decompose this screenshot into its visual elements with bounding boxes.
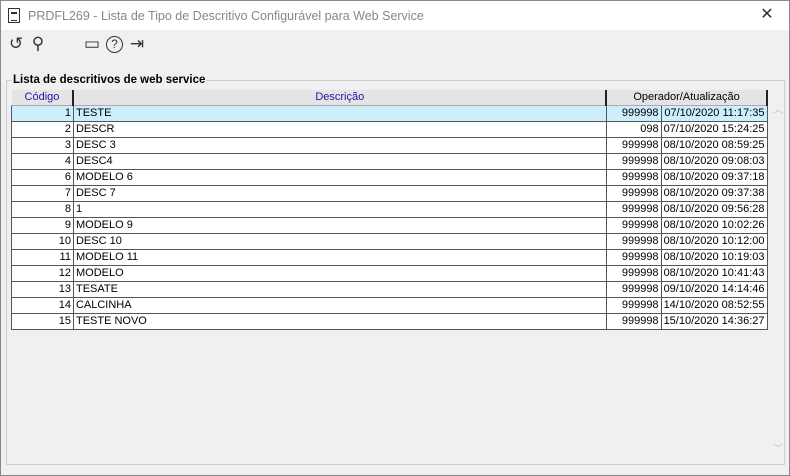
cell-operador: 999998 <box>605 200 662 218</box>
cell-descricao: MODELO 11 <box>72 248 607 266</box>
cell-codigo: 7 <box>11 184 74 202</box>
cell-atualizacao: 08/10/2020 09:37:38 <box>660 184 768 202</box>
cell-atualizacao: 08/10/2020 10:12:00 <box>660 232 768 250</box>
cell-codigo: 1 <box>11 104 74 122</box>
cell-codigo: 14 <box>11 296 74 314</box>
table-row[interactable]: 1 TESTE 999998 07/10/2020 11:17:35 <box>11 104 768 122</box>
table-row[interactable]: 14 CALCINHA 999998 14/10/2020 08:52:55 <box>11 296 768 314</box>
table-row[interactable]: 13 TESATE 999998 09/10/2020 14:14:46 <box>11 280 768 298</box>
header-descricao[interactable]: Descrição <box>73 90 608 106</box>
cell-descricao: MODELO 9 <box>72 216 607 234</box>
table-row[interactable]: 4 DESC4 999998 08/10/2020 09:08:03 <box>11 152 768 170</box>
cell-atualizacao: 07/10/2020 11:17:35 <box>660 104 768 122</box>
document-icon <box>8 8 20 23</box>
cell-operador: 999998 <box>605 104 662 122</box>
cell-operador: 999998 <box>605 136 662 154</box>
cell-operador: 999998 <box>605 248 662 266</box>
cell-operador: 999998 <box>605 152 662 170</box>
table-row[interactable]: 9 MODELO 9 999998 08/10/2020 10:02:26 <box>11 216 768 234</box>
cell-descricao: CALCINHA <box>72 296 607 314</box>
cell-atualizacao: 08/10/2020 10:41:43 <box>660 264 768 282</box>
cell-codigo: 13 <box>11 280 74 298</box>
cell-codigo: 11 <box>11 248 74 266</box>
table-row[interactable]: 3 DESC 3 999998 08/10/2020 08:59:25 <box>11 136 768 154</box>
cell-codigo: 8 <box>11 200 74 218</box>
cell-operador: 999998 <box>605 168 662 186</box>
cell-codigo: 4 <box>11 152 74 170</box>
scroll-up-icon[interactable]: ︿ <box>773 105 783 116</box>
exit-icon[interactable]: ⇥ <box>129 34 145 53</box>
table-row[interactable]: 12 MODELO 999998 08/10/2020 10:41:43 <box>11 264 768 282</box>
cell-atualizacao: 07/10/2020 15:24:25 <box>660 120 768 138</box>
table-row[interactable]: 11 MODELO 11 999998 08/10/2020 10:19:03 <box>11 248 768 266</box>
cell-operador: 098 <box>605 120 662 138</box>
cell-atualizacao: 14/10/2020 08:52:55 <box>660 296 768 314</box>
cell-atualizacao: 08/10/2020 09:08:03 <box>660 152 768 170</box>
cell-descricao: TESTE NOVO <box>72 312 607 330</box>
cell-descricao: MODELO <box>72 264 607 282</box>
cell-atualizacao: 08/10/2020 08:59:25 <box>660 136 768 154</box>
table-row[interactable]: 6 MODELO 6 999998 08/10/2020 09:37:18 <box>11 168 768 186</box>
close-button[interactable]: ✕ <box>760 6 774 23</box>
vertical-scrollbar[interactable]: ︿ ﹀ <box>770 97 785 457</box>
cell-descricao: TESTE <box>72 104 607 122</box>
group-label: Lista de descritivos de web service <box>12 74 207 86</box>
cell-atualizacao: 09/10/2020 14:14:46 <box>660 280 768 298</box>
cell-operador: 999998 <box>605 296 662 314</box>
table-row[interactable]: 7 DESC 7 999998 08/10/2020 09:37:38 <box>11 184 768 202</box>
cell-codigo: 6 <box>11 168 74 186</box>
cell-descricao: DESC 3 <box>72 136 607 154</box>
cell-operador: 999998 <box>605 216 662 234</box>
cell-descricao: DESC4 <box>72 152 607 170</box>
cell-atualizacao: 08/10/2020 10:02:26 <box>660 216 768 234</box>
cell-codigo: 12 <box>11 264 74 282</box>
cell-descricao: MODELO 6 <box>72 168 607 186</box>
toolbar: ↺ ⚲ ▭ ? ⇥ <box>5 32 148 56</box>
refresh-icon[interactable]: ↺ <box>8 34 24 53</box>
cell-atualizacao: 08/10/2020 09:37:18 <box>660 168 768 186</box>
cell-atualizacao: 08/10/2020 10:19:03 <box>660 248 768 266</box>
window-title: PRDFL269 - Lista de Tipo de Descritivo C… <box>28 8 424 23</box>
cell-descricao: DESCR <box>72 120 607 138</box>
table-row[interactable]: 10 DESC 10 999998 08/10/2020 10:12:00 <box>11 232 768 250</box>
cell-atualizacao: 08/10/2020 09:56:28 <box>660 200 768 218</box>
table-row[interactable]: 15 TESTE NOVO 999998 15/10/2020 14:36:27 <box>11 312 768 330</box>
cell-atualizacao: 15/10/2020 14:36:27 <box>660 312 768 330</box>
cell-codigo: 2 <box>11 120 74 138</box>
cell-descricao: TESATE <box>72 280 607 298</box>
cell-operador: 999998 <box>605 232 662 250</box>
cell-operador: 999998 <box>605 280 662 298</box>
calendar-icon[interactable]: ▭ <box>83 34 101 53</box>
title-bar: PRDFL269 - Lista de Tipo de Descritivo C… <box>1 1 789 30</box>
search-icon[interactable]: ⚲ <box>31 34 45 53</box>
cell-descricao: 1 <box>72 200 607 218</box>
cell-codigo: 10 <box>11 232 74 250</box>
cell-operador: 999998 <box>605 184 662 202</box>
descriptives-group <box>6 80 785 465</box>
cell-operador: 999998 <box>605 264 662 282</box>
header-codigo[interactable]: Código <box>11 90 75 106</box>
cell-descricao: DESC 7 <box>72 184 607 202</box>
table-row[interactable]: 2 DESCR 098 07/10/2020 15:24:25 <box>11 120 768 138</box>
cell-codigo: 9 <box>11 216 74 234</box>
help-icon[interactable]: ? <box>106 35 123 53</box>
cell-codigo: 3 <box>11 136 74 154</box>
cell-operador: 999998 <box>605 312 662 330</box>
cell-codigo: 15 <box>11 312 74 330</box>
scroll-down-icon[interactable]: ﹀ <box>773 444 783 455</box>
cell-descricao: DESC 10 <box>72 232 607 250</box>
header-operador[interactable]: Operador/Atualização <box>606 90 768 106</box>
table-row[interactable]: 8 1 999998 08/10/2020 09:56:28 <box>11 200 768 218</box>
